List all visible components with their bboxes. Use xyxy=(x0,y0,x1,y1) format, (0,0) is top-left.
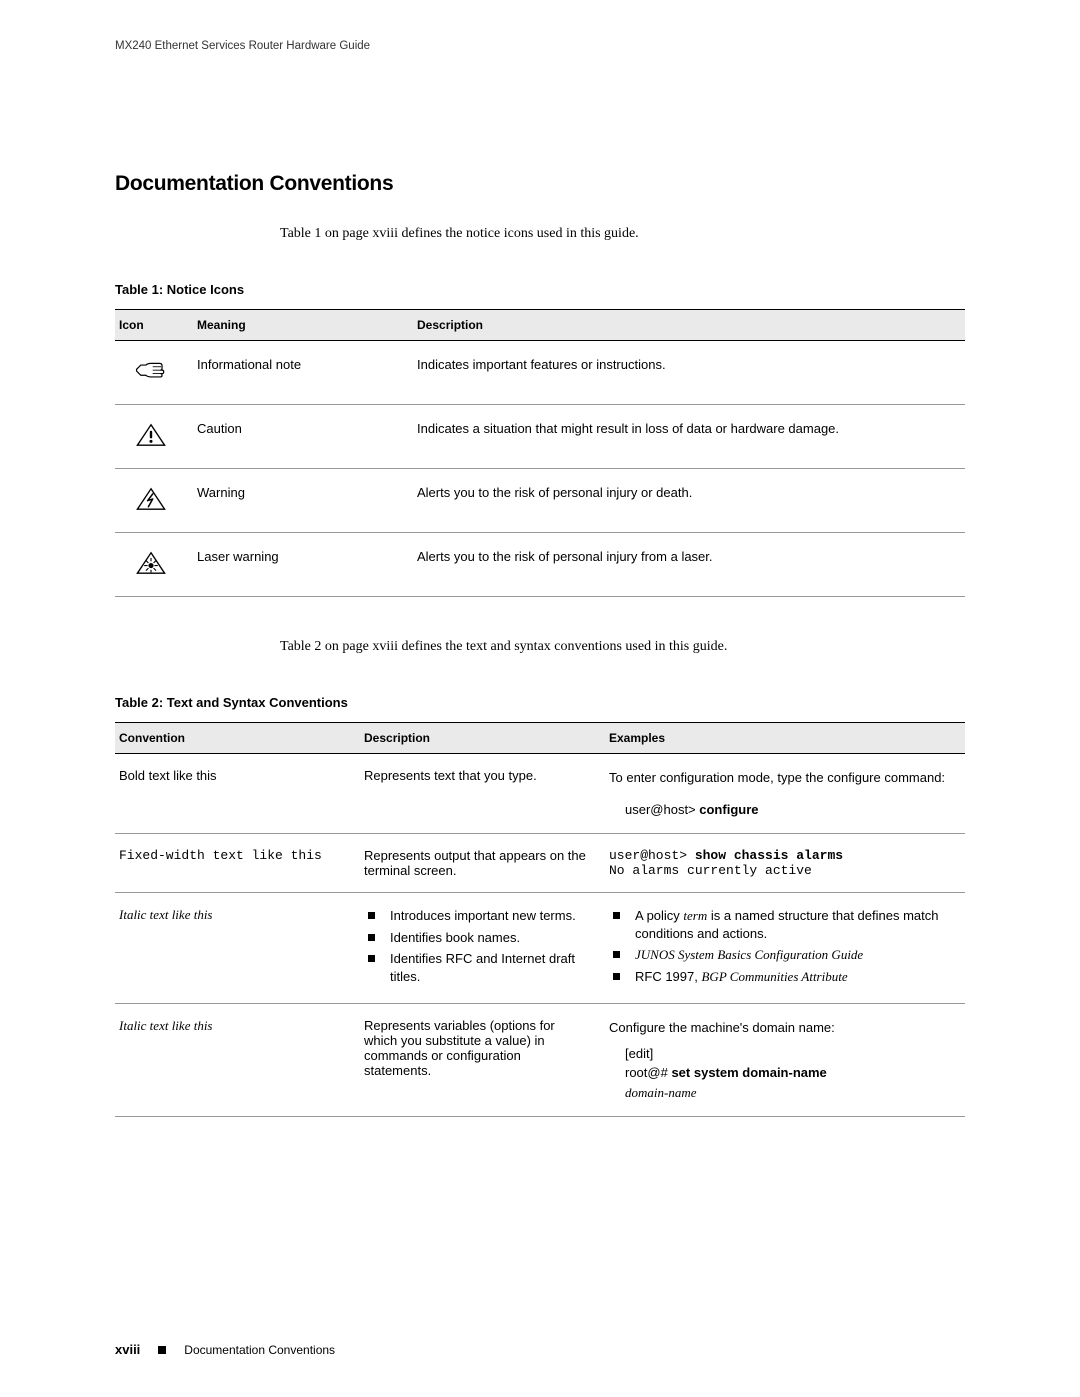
book-title: JUNOS System Basics Configuration Guide xyxy=(635,947,863,962)
rfc-title: BGP Communities Attribute xyxy=(701,969,847,984)
meaning: Caution xyxy=(193,405,413,469)
text: Configure the machine's domain name: xyxy=(609,1018,951,1038)
list-item: JUNOS System Basics Configuration Guide xyxy=(609,946,951,964)
table2-caption: Table 2: Text and Syntax Conventions xyxy=(115,695,965,710)
page: MX240 Ethernet Services Router Hardware … xyxy=(0,0,1080,1397)
text: command: xyxy=(881,770,945,785)
desc: Alerts you to the risk of personal injur… xyxy=(413,533,965,597)
list-item: Identifies RFC and Internet draft titles… xyxy=(364,950,591,985)
section-title: Documentation Conventions xyxy=(115,172,965,196)
table1-h-desc: Description xyxy=(413,310,965,341)
table1-header-row: Icon Meaning Description xyxy=(115,310,965,341)
caution-icon xyxy=(134,421,168,449)
text: RFC 1997, xyxy=(635,969,701,984)
intro-1: Table 1 on page xviii defines the notice… xyxy=(280,226,965,242)
prompt: root@# xyxy=(625,1065,671,1080)
list-item: Introduces important new terms. xyxy=(364,907,591,925)
intro-2: Table 2 on page xviii defines the text a… xyxy=(280,639,965,655)
cmd: show chassis alarms xyxy=(695,848,843,863)
description: Introduces important new terms. Identifi… xyxy=(360,893,605,1004)
convention: Italic text like this xyxy=(115,893,360,1004)
running-header: MX240 Ethernet Services Router Hardware … xyxy=(115,40,965,52)
hand-icon xyxy=(134,357,168,385)
footer-section: Documentation Conventions xyxy=(184,1343,335,1357)
desc-list: Introduces important new terms. Identifi… xyxy=(364,907,591,985)
list-item: RFC 1997, BGP Communities Attribute xyxy=(609,968,951,986)
page-number: xviii xyxy=(115,1342,140,1357)
table1-h-meaning: Meaning xyxy=(193,310,413,341)
page-footer: xviii Documentation Conventions xyxy=(115,1342,335,1357)
icon-cell xyxy=(115,341,193,405)
desc: Alerts you to the risk of personal injur… xyxy=(413,469,965,533)
term: term xyxy=(683,908,707,923)
table-notice-icons: Icon Meaning Description Informational n… xyxy=(115,309,965,597)
description: Represents text that you type. xyxy=(360,754,605,834)
examples: user@host> show chassis alarms No alarms… xyxy=(605,834,965,893)
convention: Fixed-width text like this xyxy=(115,834,360,893)
ex-list: A policy term is a named structure that … xyxy=(609,907,951,985)
examples: To enter configuration mode, type the co… xyxy=(605,754,965,834)
footer-square-icon xyxy=(158,1346,166,1354)
icon-cell xyxy=(115,405,193,469)
table-row: Laser warning Alerts you to the risk of … xyxy=(115,533,965,597)
convention: Italic text like this xyxy=(115,1004,360,1117)
var: domain-name xyxy=(625,1083,951,1103)
table-row: Italic text like this Represents variabl… xyxy=(115,1004,965,1117)
meaning: Informational note xyxy=(193,341,413,405)
text: A policy xyxy=(635,908,683,923)
prompt: user@host> xyxy=(625,802,699,817)
edit: [edit] xyxy=(625,1044,951,1064)
prompt: user@host> xyxy=(609,848,695,863)
table2-h-conv: Convention xyxy=(115,723,360,754)
table2-h-desc: Description xyxy=(360,723,605,754)
table1-caption: Table 1: Notice Icons xyxy=(115,282,965,297)
table-row: Italic text like this Introduces importa… xyxy=(115,893,965,1004)
icon-cell xyxy=(115,469,193,533)
examples: Configure the machine's domain name: [ed… xyxy=(605,1004,965,1117)
list-item: Identifies book names. xyxy=(364,929,591,947)
output: No alarms currently active xyxy=(609,863,812,878)
laser-icon xyxy=(134,549,168,577)
table-text-syntax: Convention Description Examples Bold tex… xyxy=(115,722,965,1117)
table2-h-ex: Examples xyxy=(605,723,965,754)
warning-icon xyxy=(134,485,168,513)
desc: Indicates important features or instruct… xyxy=(413,341,965,405)
cmd: configure xyxy=(699,802,758,817)
icon-cell xyxy=(115,533,193,597)
meaning: Warning xyxy=(193,469,413,533)
desc: Indicates a situation that might result … xyxy=(413,405,965,469)
table-row: Warning Alerts you to the risk of person… xyxy=(115,469,965,533)
table-row: Fixed-width text like this Represents ou… xyxy=(115,834,965,893)
meaning: Laser warning xyxy=(193,533,413,597)
text: To enter configuration mode, type the xyxy=(609,770,827,785)
examples: A policy term is a named structure that … xyxy=(605,893,965,1004)
table2-header-row: Convention Description Examples xyxy=(115,723,965,754)
table-row: Informational note Indicates important f… xyxy=(115,341,965,405)
description: Represents variables (options for which … xyxy=(360,1004,605,1117)
table-row: Caution Indicates a situation that might… xyxy=(115,405,965,469)
description: Represents output that appears on the te… xyxy=(360,834,605,893)
list-item: A policy term is a named structure that … xyxy=(609,907,951,942)
convention: Bold text like this xyxy=(115,754,360,834)
cmd: set system domain-name xyxy=(671,1065,826,1080)
table1-h-icon: Icon xyxy=(115,310,193,341)
table-row: Bold text like this Represents text that… xyxy=(115,754,965,834)
cmd: configure xyxy=(827,770,880,785)
